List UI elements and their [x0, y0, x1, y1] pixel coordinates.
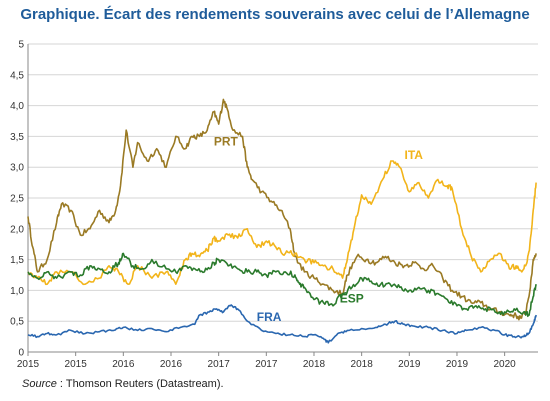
x-tick-label: 2020	[494, 359, 517, 370]
y-tick-label: 4,5	[10, 70, 24, 81]
x-tick-label: 2015	[65, 359, 88, 370]
y-tick-label: 4,0	[10, 101, 24, 112]
y-tick-label: 0,5	[10, 317, 24, 328]
series-label-esp: ESP	[340, 292, 364, 306]
x-tick-label: 2015	[17, 359, 40, 370]
series-line-fra	[27, 304, 537, 344]
y-tick-label: 2,5	[10, 194, 24, 205]
series-label-prt: PRT	[214, 135, 239, 149]
source-note: Source : Thomson Reuters (Datastream).	[22, 378, 224, 390]
y-tick-label: 3,0	[10, 163, 24, 174]
series-label-fra: FRA	[257, 310, 282, 324]
gridlines	[28, 43, 538, 322]
x-tick-label: 2016	[160, 359, 183, 370]
y-tick-label: 0	[18, 348, 24, 359]
x-tick-label: 2018	[303, 359, 326, 370]
series-line-ita	[27, 160, 537, 286]
y-tick-label: 2,0	[10, 224, 24, 235]
y-axis-tick-labels: 0 0,5 1,0 1,5 2,0 2,5 3,0 3,5 4,0 4,5 5	[10, 40, 24, 359]
x-tick-label: 2019	[446, 359, 469, 370]
x-tick-label: 2019	[398, 359, 421, 370]
axes	[27, 44, 538, 356]
x-tick-label: 2018	[351, 359, 374, 370]
source-text: Thomson Reuters (Datastream).	[65, 378, 224, 390]
chart-title: Graphique. Écart des rendements souverai…	[20, 6, 530, 23]
y-tick-label: 1,5	[10, 255, 24, 266]
series-labels: PRT ITA ESP FRA	[214, 135, 423, 325]
source-prefix: Source	[22, 378, 57, 390]
y-tick-label: 5	[18, 40, 24, 51]
x-tick-label: 2017	[208, 359, 231, 370]
source-separator: :	[56, 378, 66, 390]
x-axis-tick-labels: 2015 2015 2016 2016 2017 2017 2018 2018 2019 2019…	[17, 359, 516, 370]
series-line-esp	[27, 252, 537, 318]
series-line-prt	[27, 98, 537, 321]
series-label-ita: ITA	[405, 148, 424, 162]
y-tick-label: 1,0	[10, 286, 24, 297]
x-tick-label: 2016	[112, 359, 135, 370]
series-lines	[27, 98, 537, 344]
x-tick-label: 2017	[255, 359, 278, 370]
y-tick-label: 3,5	[10, 132, 24, 143]
